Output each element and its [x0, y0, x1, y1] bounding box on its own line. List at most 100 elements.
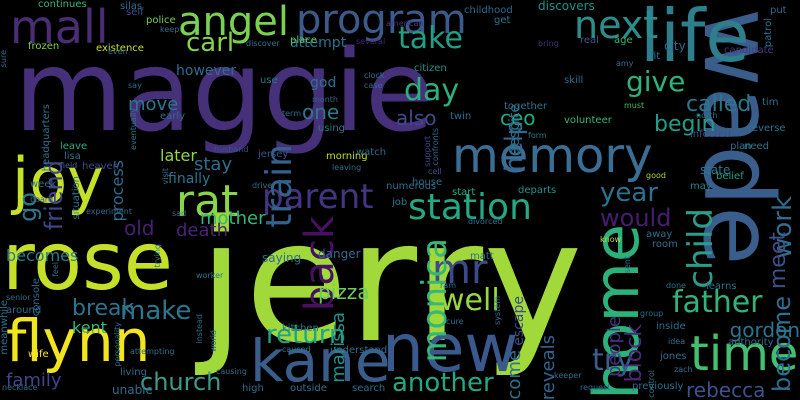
word-search: search — [352, 383, 386, 394]
word-previously: previously — [632, 381, 684, 392]
word-maggie: maggie — [14, 27, 434, 157]
word-however: however — [176, 63, 237, 79]
word-city: city — [664, 39, 686, 53]
word-together: together — [504, 101, 548, 112]
word-real: real — [580, 35, 599, 46]
word-father: father — [672, 285, 763, 320]
word-departs: departs — [518, 185, 557, 196]
word-living: living — [120, 367, 147, 378]
word-age: age — [614, 35, 633, 46]
word-reveals: reveals — [538, 334, 559, 400]
word-leave: leave — [60, 141, 88, 152]
word-parent: parent — [262, 177, 374, 217]
word-one: one — [302, 100, 340, 124]
word-time: time — [690, 326, 799, 382]
word-around: around — [6, 305, 42, 316]
word-house: house — [412, 177, 443, 188]
word-learns: learns — [706, 281, 737, 292]
word-becomes: becomes — [6, 246, 79, 265]
word-finally: finally — [168, 171, 211, 187]
word-causing: causing — [216, 367, 247, 376]
word-gordon: gordon — [729, 318, 800, 342]
word-say: say — [128, 81, 142, 90]
word-high: high — [242, 383, 264, 394]
word-leaving: leaving — [332, 163, 362, 172]
word-program: program — [296, 0, 467, 43]
word-lisa: lisa — [64, 151, 81, 162]
word-existence: existence — [96, 43, 144, 54]
word-heaven: heaven — [82, 161, 120, 172]
word-start: start — [452, 187, 476, 198]
word-meet: meet — [766, 232, 791, 290]
word-personality: personality — [113, 322, 122, 367]
word-candidate: candidate — [724, 45, 774, 56]
word-kent: kent — [72, 318, 107, 337]
word-cell: cell — [428, 167, 442, 176]
word-use: use — [260, 75, 278, 86]
word-sad: sad — [172, 209, 187, 218]
word-saying: saying — [262, 251, 302, 265]
word-away: away — [646, 229, 673, 240]
word-block: block — [622, 324, 647, 383]
word-clock: clock — [364, 71, 385, 80]
word-begin: begin — [654, 112, 716, 137]
word-understand: understand — [330, 345, 388, 356]
word-also: also — [396, 106, 437, 130]
word-senior: senior — [6, 293, 31, 302]
word-matt: matt — [470, 251, 494, 262]
word-inside: inside — [656, 321, 686, 332]
word-flynn: flynn — [6, 307, 151, 375]
word-danger: danger — [318, 247, 361, 261]
word-attempt: attempt — [290, 35, 347, 51]
word-job: job — [392, 197, 408, 208]
word-morning: morning — [326, 151, 368, 162]
word-instead: instead — [195, 314, 204, 344]
word-later: later — [160, 146, 197, 165]
word-divorced: divorced — [468, 217, 503, 226]
word-trying: trying — [153, 244, 162, 268]
word-god: god — [310, 75, 337, 91]
word-day: day — [404, 73, 460, 108]
word-tim: tim — [762, 97, 779, 108]
word-may: may — [690, 181, 712, 192]
word-situation: situation — [71, 176, 82, 220]
word-rose: rose — [2, 215, 173, 308]
word-must: must — [624, 101, 645, 110]
word-several: several — [356, 37, 386, 46]
word-eventually: eventually — [129, 108, 138, 150]
word-bring: bring — [538, 39, 559, 48]
word-system: system — [493, 296, 502, 325]
word-worker: worker — [196, 271, 224, 280]
word-discovers: discovers — [538, 0, 595, 13]
word-return: return — [266, 320, 346, 350]
word-meanwhile: meanwhile — [0, 300, 10, 355]
word-jersey: jersey — [258, 149, 289, 160]
word-angel: angel — [178, 0, 289, 45]
word-good: good — [646, 171, 666, 180]
word-plan: plan — [730, 141, 752, 152]
word-authority: authority — [728, 337, 774, 348]
word-new: new — [382, 310, 519, 387]
word-place: place — [290, 35, 317, 46]
word-escape: escape — [511, 296, 527, 346]
word-week: week — [30, 179, 57, 190]
word-request: request — [580, 383, 611, 392]
word-keeper: keeper — [554, 371, 582, 380]
word-sure: sure — [0, 50, 8, 68]
word-jerry: jerry — [198, 184, 583, 380]
word-pizza: pizza — [318, 280, 370, 304]
word-give: give — [626, 65, 686, 98]
word-kane: kane — [250, 327, 391, 395]
word-done: done — [666, 281, 686, 290]
word-board: board — [30, 195, 54, 204]
word-keep: keep — [160, 25, 180, 34]
word-old: old — [124, 216, 155, 240]
word-cure: cure — [446, 317, 464, 326]
word-american: american — [386, 19, 424, 28]
word-outside: outside — [290, 383, 327, 394]
word-console: console — [31, 278, 42, 317]
word-self: self — [126, 7, 144, 18]
word-term: term — [282, 109, 301, 118]
word-kitchen: kitchen — [282, 323, 319, 334]
word-church: church — [140, 368, 222, 396]
